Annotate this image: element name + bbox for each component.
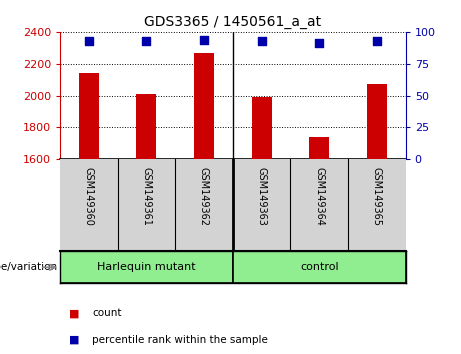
Point xyxy=(200,37,207,42)
Text: GSM149361: GSM149361 xyxy=(142,167,151,225)
Bar xyxy=(367,84,387,159)
Text: GSM149365: GSM149365 xyxy=(372,167,382,225)
Text: GSM149362: GSM149362 xyxy=(199,167,209,225)
Point xyxy=(142,38,150,44)
Text: count: count xyxy=(92,308,122,318)
Bar xyxy=(309,137,329,159)
Bar xyxy=(194,53,214,159)
Text: Harlequin mutant: Harlequin mutant xyxy=(97,262,195,272)
Point xyxy=(258,38,266,44)
Text: percentile rank within the sample: percentile rank within the sample xyxy=(92,335,268,345)
Text: GSM149360: GSM149360 xyxy=(84,167,94,225)
Title: GDS3365 / 1450561_a_at: GDS3365 / 1450561_a_at xyxy=(144,16,321,29)
Bar xyxy=(79,73,99,159)
Bar xyxy=(136,94,156,159)
Text: ■: ■ xyxy=(69,335,80,345)
Bar xyxy=(60,251,233,283)
Text: GSM149363: GSM149363 xyxy=(257,167,266,225)
Point xyxy=(315,40,323,46)
Text: GSM149364: GSM149364 xyxy=(314,167,324,225)
Text: ■: ■ xyxy=(69,308,80,318)
Text: control: control xyxy=(300,262,338,272)
Point xyxy=(373,38,381,44)
Bar xyxy=(252,97,272,159)
Text: genotype/variation: genotype/variation xyxy=(0,262,57,272)
Point xyxy=(85,38,92,44)
Bar xyxy=(233,251,406,283)
